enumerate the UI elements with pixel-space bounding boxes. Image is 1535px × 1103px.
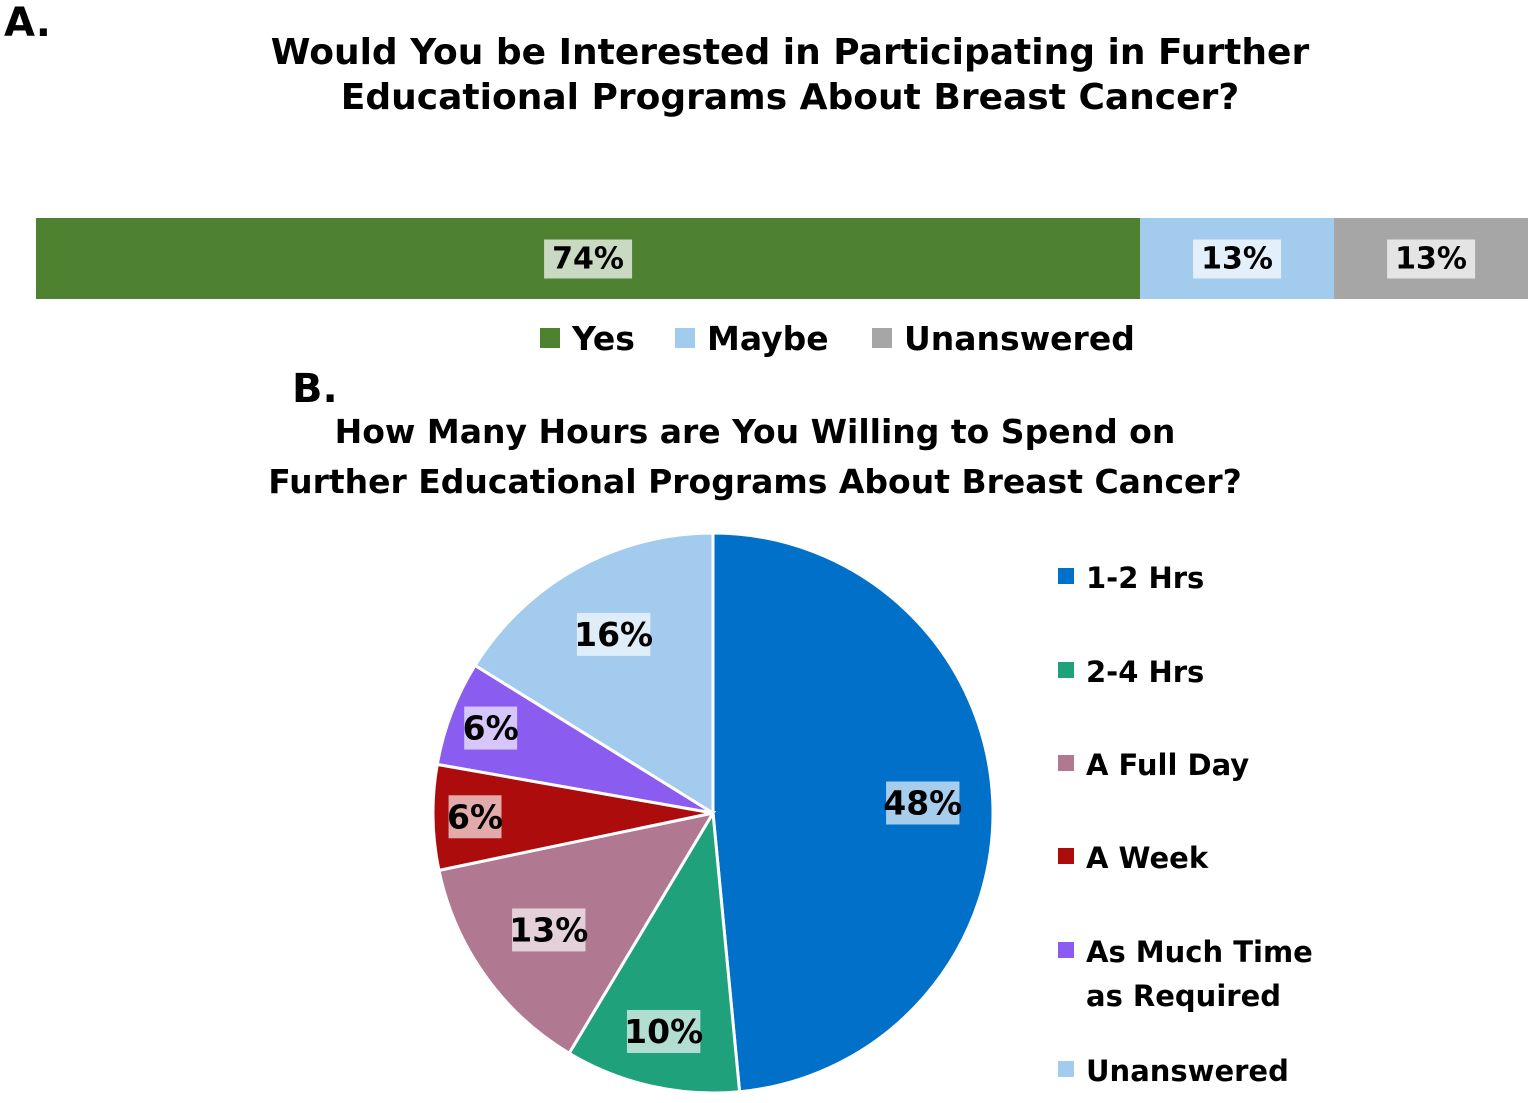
pie-slice-1-2-hrs [711, 531, 995, 1094]
legend-label-maybe: Maybe [707, 318, 829, 358]
legend-label-1-2-hrs: 1-2 Hrs [1086, 561, 1205, 595]
legend-label-as-much-time-as-required: As Much Time as Required [1086, 935, 1313, 1013]
pie-data-label-unanswered: 16% [574, 615, 653, 654]
bar-data-label-maybe: 13% [1193, 239, 1281, 278]
panel-a-letter: A. [4, 0, 51, 46]
legend-swatch-2-4-hrs [1058, 662, 1074, 678]
pie-data-label-a-full-day: 13% [509, 910, 588, 949]
legend-swatch-unanswered [872, 328, 892, 348]
legend-label-unanswered: Unanswered [1086, 1054, 1289, 1088]
pie-data-label-bg-1-2-hrs [886, 781, 960, 825]
legend-swatch-unanswered [1058, 1061, 1074, 1077]
chart-b-title-line1: How Many Hours are You Willing to Spend … [334, 412, 1176, 451]
legend-swatch-yes [540, 328, 560, 348]
legend-swatch-maybe [675, 328, 695, 348]
pie-data-label-2-4-hrs: 10% [624, 1012, 703, 1051]
pie-data-label-bg-as-much-time-as-required [464, 706, 518, 750]
legend-label-yes: Yes [572, 318, 635, 358]
legend-swatch-as-much-time-as-required [1058, 942, 1074, 958]
pie-data-label-as-much-time-as-required: 6% [463, 709, 519, 748]
chart-a-legend: Yes Maybe Unanswered [0, 318, 1535, 358]
pie-slice-unanswered [473, 531, 715, 816]
panel-b-letter: B. [292, 366, 338, 412]
pie-data-label-1-2-hrs: 48% [883, 784, 962, 823]
stacked-bar-chart: 74% 13% 13% [36, 218, 1528, 299]
legend-item-unanswered: Unanswered [872, 318, 1135, 358]
legend-label-2-4-hrs: 2-4 Hrs [1086, 655, 1205, 689]
legend-item-a-week: A Week [1058, 836, 1346, 880]
bar-segment-yes: 74% [36, 218, 1141, 299]
pie-data-label-bg-a-full-day [512, 908, 586, 952]
bar-segment-maybe: 13% [1140, 218, 1335, 299]
bar-data-label-yes: 74% [544, 239, 632, 278]
legend-item-1-2-hrs: 1-2 Hrs [1058, 556, 1346, 600]
legend-item-yes: Yes [540, 318, 635, 358]
legend-swatch-a-full-day [1058, 755, 1074, 771]
chart-a-title-line1: Would You be Interested in Participating… [270, 32, 1310, 73]
legend-label-a-week: A Week [1086, 841, 1209, 875]
legend-item-as-much-time-as-required: As Much Time as Required [1058, 930, 1346, 1018]
pie-data-label-a-week: 6% [447, 797, 503, 836]
chart-a-title-line2: Educational Programs About Breast Cancer… [340, 77, 1240, 118]
bar-segment-unanswered: 13% [1334, 218, 1528, 299]
legend-item-2-4-hrs: 2-4 Hrs [1058, 650, 1346, 694]
legend-label-a-full-day: A Full Day [1086, 748, 1250, 782]
pie-data-label-bg-a-week [448, 795, 502, 839]
pie-data-label-bg-2-4-hrs [626, 1009, 701, 1053]
legend-label-unanswered: Unanswered [904, 318, 1135, 358]
chart-b-title: How Many Hours are You Willing to Spend … [260, 407, 1250, 506]
pie-data-label-bg-unanswered [576, 612, 651, 656]
legend-item-unanswered: Unanswered [1058, 1049, 1346, 1093]
legend-swatch-a-week [1058, 848, 1074, 864]
legend-item-a-full-day: A Full Day [1058, 743, 1346, 787]
legend-swatch-1-2-hrs [1058, 568, 1074, 584]
bar-data-label-unanswered: 13% [1387, 239, 1475, 278]
legend-item-maybe: Maybe [675, 318, 829, 358]
chart-b-title-line2: Further Educational Programs About Breas… [268, 461, 1242, 501]
chart-a-title: Would You be Interested in Participating… [260, 30, 1320, 120]
